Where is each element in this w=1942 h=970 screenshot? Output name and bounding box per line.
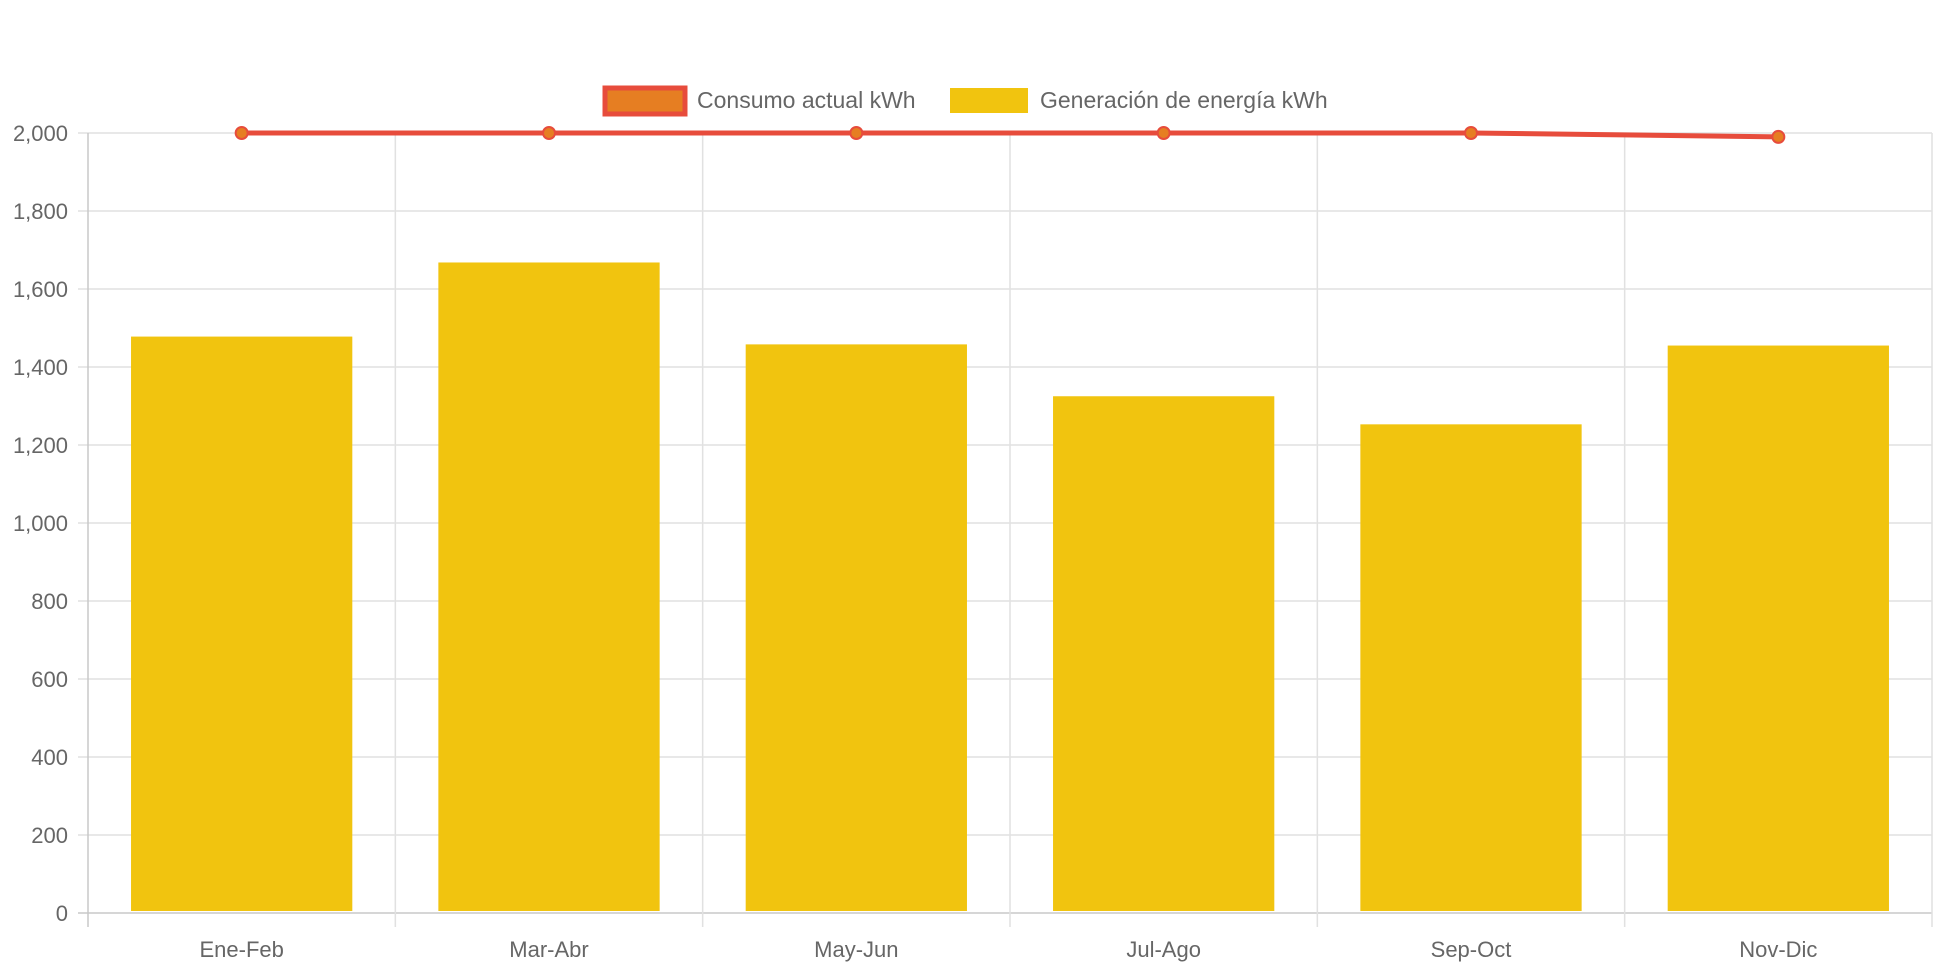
y-tick-label: 600	[31, 667, 68, 692]
bar-layer	[131, 262, 1889, 912]
bar-jul-ago[interactable]	[1053, 396, 1275, 911]
consumo-point-sep-oct[interactable]	[1464, 126, 1478, 140]
consumo-point-nov-dic[interactable]	[1771, 129, 1786, 144]
bar-nov-dic[interactable]	[1667, 345, 1889, 911]
bar-mar-abr[interactable]	[438, 262, 660, 912]
y-tick-label: 1,200	[13, 433, 68, 458]
x-tick-label: Sep-Oct	[1431, 937, 1512, 962]
consumo-point-may-jun[interactable]	[849, 126, 864, 140]
y-tick-label: 200	[31, 823, 68, 848]
legend-swatch-generacion[interactable]	[950, 88, 1028, 113]
consumo-point-jul-ago[interactable]	[1156, 126, 1171, 140]
y-tick-label: 1,400	[13, 355, 68, 380]
consumo-line	[241, 130, 1779, 140]
bar-sep-oct[interactable]	[1360, 424, 1582, 911]
axis-layer: 0 200 400 600 800 1,000 1,200 1,400 1,600 1,800 2,…	[13, 121, 1818, 962]
x-tick-label: May-Jun	[814, 937, 898, 962]
y-tick-label: 0	[56, 901, 68, 926]
legend[interactable]: Consumo actual kWh Generación de energía …	[602, 85, 1328, 117]
grid-layer	[78, 132, 1933, 927]
x-tick-label: Nov-Dic	[1739, 937, 1817, 962]
legend-label-generacion[interactable]: Generación de energía kWh	[1040, 87, 1328, 113]
y-tick-label: 1,600	[13, 277, 68, 302]
y-tick-label: 2,000	[13, 121, 68, 146]
y-tick-label: 800	[31, 589, 68, 614]
y-tick-label: 1,800	[13, 199, 68, 224]
consumo-point-ene-feb[interactable]	[234, 126, 249, 140]
line-layer	[234, 126, 1786, 144]
y-tick-label: 1,000	[13, 511, 68, 536]
x-tick-label: Jul-Ago	[1126, 937, 1201, 962]
x-tick-label: Ene-Feb	[199, 937, 283, 962]
legend-swatch-consumo[interactable]	[602, 85, 688, 117]
x-tick-label: Mar-Abr	[509, 937, 588, 962]
bar-ene-feb[interactable]	[131, 336, 353, 912]
legend-label-consumo[interactable]: Consumo actual kWh	[697, 87, 916, 113]
bar-may-jun[interactable]	[745, 344, 967, 911]
consumo-point-mar-abr[interactable]	[542, 126, 556, 140]
y-tick-label: 400	[31, 745, 68, 770]
